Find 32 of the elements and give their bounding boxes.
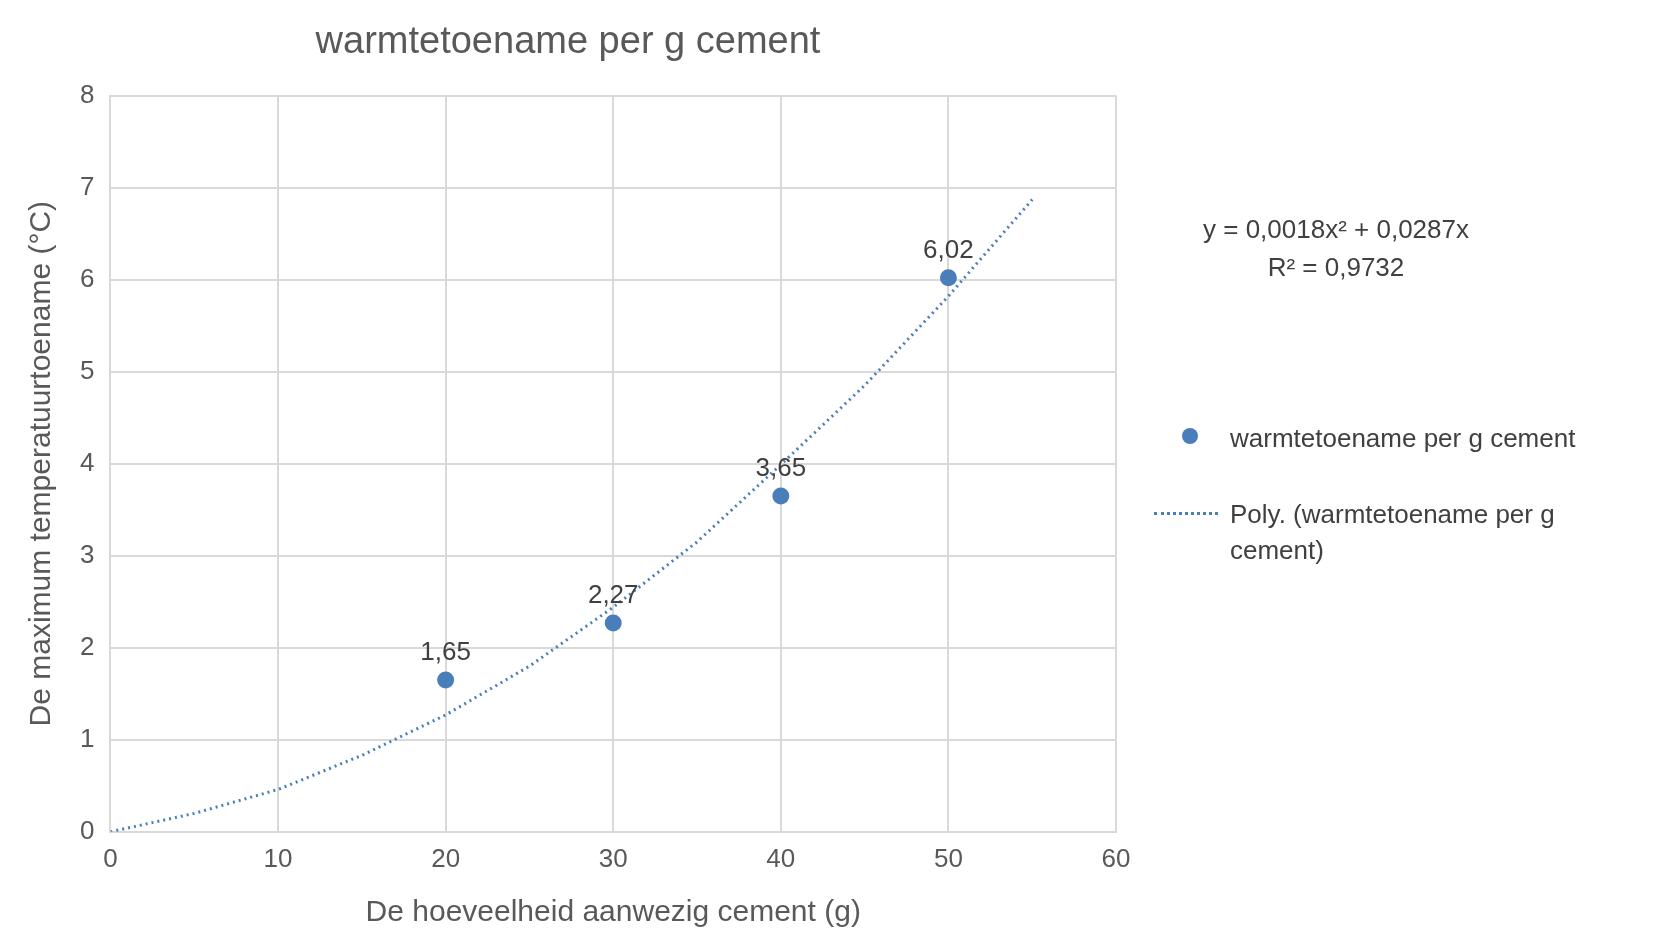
y-tick-label: 4 [79, 446, 95, 477]
y-tick-label: 8 [79, 78, 95, 109]
legend-label: warmtetoename per g cement [1230, 422, 1577, 455]
y-tick-label: 3 [79, 538, 95, 569]
y-tick-label: 0 [79, 814, 95, 845]
x-tick-label: 60 [1101, 842, 1131, 873]
y-axis-title: De maximum temperatuurtoename (°C) [23, 200, 57, 727]
y-tick-label: 1 [79, 722, 95, 753]
data-label: 3,65 [755, 452, 807, 483]
point [772, 487, 790, 505]
x-tick-label: 20 [431, 842, 461, 873]
x-axis-title: De hoeveelheid aanwezig cement (g) [365, 894, 861, 928]
x-tick-label: 30 [598, 842, 628, 873]
y-tick-label: 5 [79, 354, 95, 385]
data-label: 2,27 [587, 579, 639, 610]
point [604, 614, 622, 632]
x-tick-label: 10 [263, 842, 293, 873]
y-tick-label: 2 [79, 630, 95, 661]
data-label: 1,65 [420, 636, 471, 667]
legend-label: Poly. (warmtetoename per g cement) [1230, 498, 1556, 567]
line-series [110, 198, 1034, 832]
y-tick-label: 6 [79, 262, 95, 293]
point [437, 671, 455, 689]
x-tick-label: 40 [766, 842, 796, 873]
data-label: 6,02 [923, 233, 974, 264]
x-tick-label: 0 [103, 842, 118, 873]
y-tick-label: 7 [79, 170, 95, 201]
text: y = 0,0018x² + 0,0287x [1203, 213, 1469, 244]
text: R² = 0,9732 [1267, 251, 1405, 282]
x-tick-label: 50 [933, 842, 963, 873]
point [939, 269, 957, 287]
chart-title: warmtetoename per g cement [314, 19, 821, 62]
